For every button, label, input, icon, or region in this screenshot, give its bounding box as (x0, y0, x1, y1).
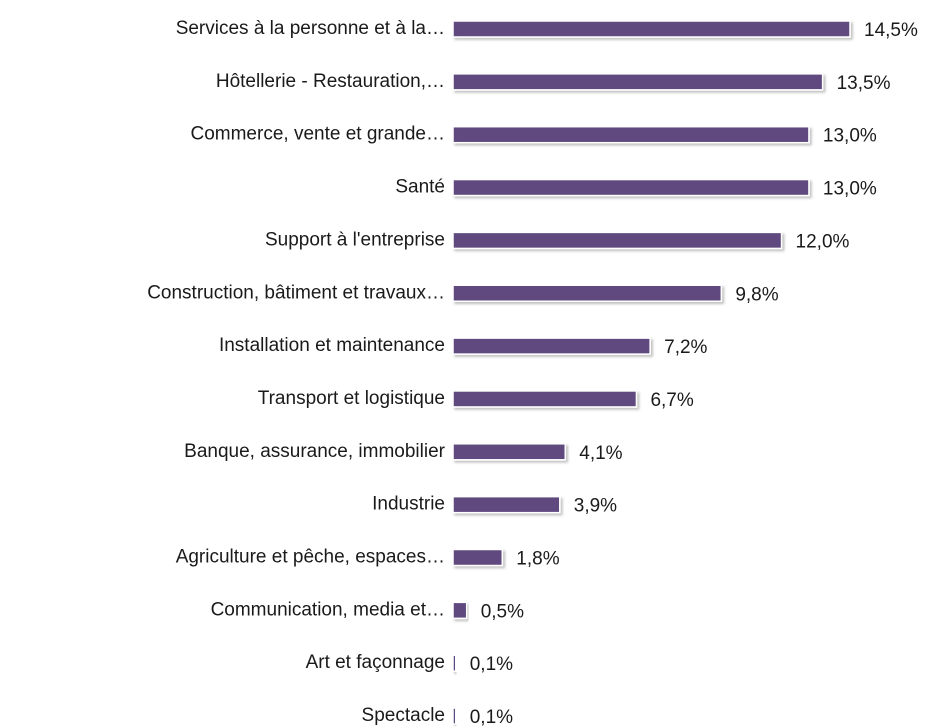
value-label: 0,5% (481, 601, 524, 622)
value-label: 4,1% (579, 443, 622, 464)
category-label: Communication, media et… (211, 599, 445, 620)
category-label: Hôtellerie - Restauration,… (216, 71, 445, 92)
bar (452, 443, 567, 461)
bar (452, 548, 504, 567)
bar (452, 707, 457, 725)
value-label: 13,5% (837, 73, 891, 94)
category-label: Spectacle (362, 705, 445, 726)
value-label: 7,2% (664, 337, 707, 358)
category-label: Support à l'entreprise (265, 229, 445, 250)
category-label: Art et façonnage (306, 652, 445, 673)
bar (452, 231, 783, 250)
category-label: Commerce, vente et grande… (190, 124, 445, 145)
value-label: 13,0% (823, 126, 877, 147)
bar (452, 125, 810, 144)
value-label: 9,8% (735, 284, 778, 305)
bar (452, 178, 810, 197)
category-label: Banque, assurance, immobilier (184, 441, 446, 462)
category-label: Santé (395, 177, 445, 198)
value-label: 1,8% (516, 549, 559, 570)
category-label: Agriculture et pêche, espaces… (176, 547, 445, 568)
value-label: 12,0% (796, 231, 850, 252)
bar (452, 337, 651, 355)
category-label: Construction, bâtiment et travaux… (147, 282, 445, 303)
category-label: Installation et maintenance (219, 335, 445, 356)
bar (452, 284, 723, 302)
bar (452, 495, 561, 514)
bar (452, 390, 638, 408)
value-label: 3,9% (574, 496, 617, 517)
value-label: 0,1% (470, 654, 513, 675)
bar (452, 20, 851, 38)
category-label: Industrie (372, 494, 445, 515)
value-label: 13,0% (823, 179, 877, 200)
bar (452, 654, 457, 672)
category-label: Transport et logistique (258, 388, 445, 409)
value-label: 6,7% (650, 390, 693, 411)
bar (452, 73, 824, 91)
category-label: Services à la personne et à la… (176, 18, 445, 39)
bar (452, 601, 468, 620)
value-label: 0,1% (470, 707, 513, 726)
value-label: 14,5% (864, 20, 918, 41)
